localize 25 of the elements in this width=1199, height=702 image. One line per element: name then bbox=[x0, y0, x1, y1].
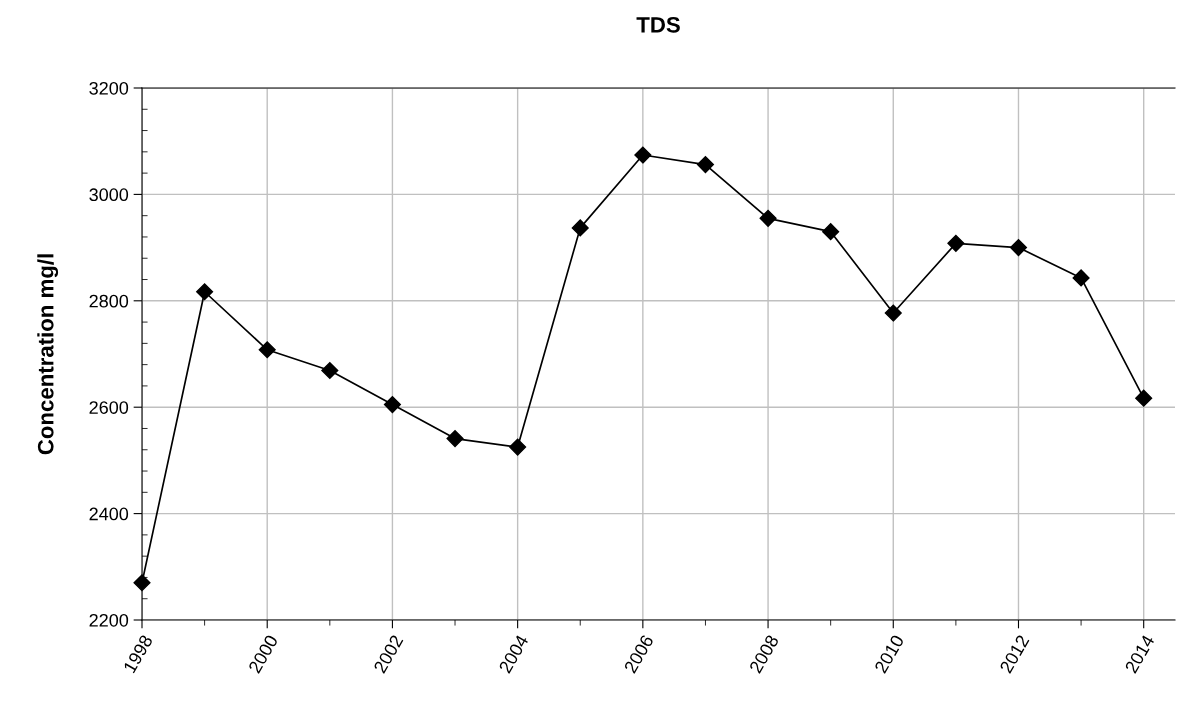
point bbox=[1072, 269, 1090, 287]
point bbox=[696, 156, 715, 174]
point bbox=[1135, 389, 1153, 407]
point bbox=[383, 395, 401, 414]
point bbox=[884, 304, 902, 322]
chart-title: TDS bbox=[636, 16, 680, 33]
point bbox=[634, 146, 652, 164]
point bbox=[446, 430, 464, 448]
point bbox=[258, 341, 276, 359]
point bbox=[321, 361, 339, 380]
y-tick-label: 2200 bbox=[89, 613, 129, 627]
point bbox=[196, 283, 214, 301]
y-tick-label: 2800 bbox=[89, 294, 129, 308]
point bbox=[947, 234, 965, 252]
y-tick-label: 2600 bbox=[89, 401, 129, 414]
y-tick-label: 2400 bbox=[89, 507, 129, 521]
point bbox=[822, 223, 840, 241]
point bbox=[133, 574, 151, 592]
y-tick-label: 3200 bbox=[89, 81, 129, 95]
point bbox=[509, 438, 527, 456]
point bbox=[759, 209, 777, 227]
point bbox=[1009, 239, 1028, 257]
y-axis-title: Concentration mg/l bbox=[37, 254, 59, 455]
point bbox=[571, 219, 589, 237]
y-tick-label: 3000 bbox=[89, 188, 129, 202]
